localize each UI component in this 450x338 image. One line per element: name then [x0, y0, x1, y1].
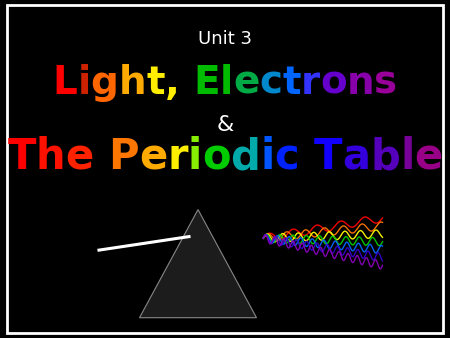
Text: E: E: [193, 64, 220, 102]
Text: l: l: [400, 136, 414, 178]
Text: e: e: [139, 136, 167, 178]
Text: r: r: [167, 136, 188, 178]
Text: h: h: [119, 64, 146, 102]
Text: e: e: [66, 136, 94, 178]
Text: o: o: [202, 136, 230, 178]
Text: i: i: [188, 136, 202, 178]
Text: Unit 3: Unit 3: [198, 30, 252, 48]
Text: c: c: [259, 64, 283, 102]
Text: c: c: [274, 136, 299, 178]
Text: L: L: [53, 64, 77, 102]
Text: i: i: [260, 136, 274, 178]
Text: l: l: [220, 64, 233, 102]
Text: T: T: [8, 136, 36, 178]
Text: i: i: [77, 64, 91, 102]
Text: t: t: [283, 64, 301, 102]
Polygon shape: [140, 210, 256, 318]
Text: a: a: [342, 136, 370, 178]
Text: r: r: [301, 64, 320, 102]
Text: &: &: [216, 115, 234, 135]
Text: n: n: [346, 64, 374, 102]
Text: t: t: [146, 64, 165, 102]
Text: e: e: [233, 64, 259, 102]
Text: h: h: [36, 136, 66, 178]
Text: e: e: [414, 136, 442, 178]
Text: d: d: [230, 136, 260, 178]
Text: P: P: [108, 136, 139, 178]
Text: ,: ,: [165, 64, 180, 102]
Text: o: o: [320, 64, 346, 102]
Text: b: b: [370, 136, 400, 178]
Text: s: s: [374, 64, 397, 102]
Text: g: g: [91, 64, 119, 102]
Text: T: T: [314, 136, 342, 178]
